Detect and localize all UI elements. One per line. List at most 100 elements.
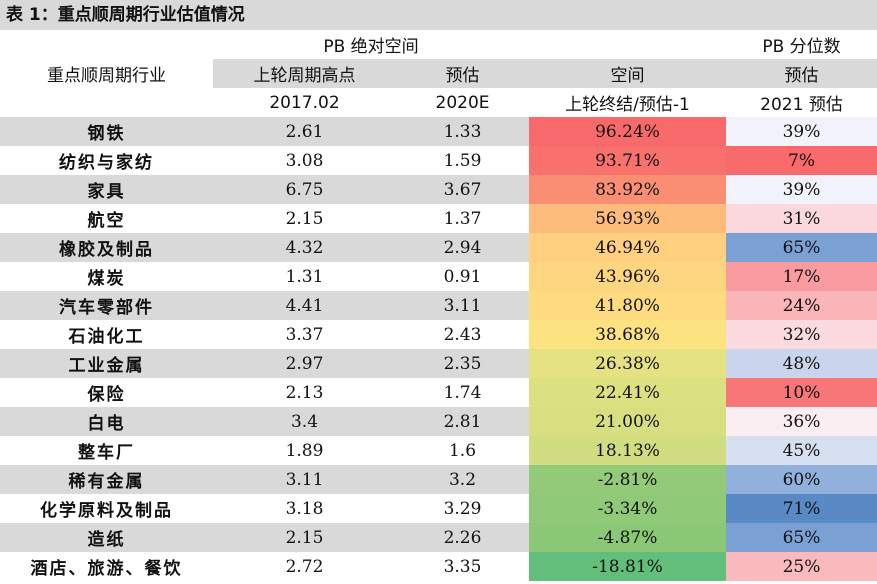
estimate-value: 3.2 xyxy=(396,465,530,494)
industry-name: 煤炭 xyxy=(0,262,213,291)
estimate-value: 1.33 xyxy=(396,117,530,146)
date-estimate: 2020E xyxy=(435,92,490,113)
cycle-high-value: 3.4 xyxy=(213,407,396,436)
space-value: -4.87% xyxy=(529,523,727,552)
cycle-high-value: 2.15 xyxy=(213,204,396,233)
estimate-value: 2.94 xyxy=(396,233,530,262)
industry-name: 酒店、旅游、餐饮 xyxy=(0,552,213,581)
industry-name: 汽车零部件 xyxy=(0,291,213,320)
table-row: 石油化工 3.37 2.43 38.68% 32% xyxy=(0,320,877,349)
space-value: 22.41% xyxy=(529,378,727,407)
estimate-value: 1.37 xyxy=(396,204,530,233)
estimate-value: 3.29 xyxy=(396,494,530,523)
industry-name: 钢铁 xyxy=(0,117,213,146)
industry-name: 石油化工 xyxy=(0,320,213,349)
industry-name: 化学原料及制品 xyxy=(0,494,213,523)
space-value: 38.68% xyxy=(529,320,727,349)
table-row: 稀有金属 3.11 3.2 -2.81% 60% xyxy=(0,465,877,494)
percentile-value: 7% xyxy=(726,146,877,175)
table-row: 整车厂 1.89 1.6 18.13% 45% xyxy=(0,436,877,465)
space-value: 83.92% xyxy=(529,175,727,204)
percentile-value: 31% xyxy=(726,204,877,233)
cycle-high-value: 2.72 xyxy=(213,552,396,581)
estimate-value: 3.11 xyxy=(396,291,530,320)
space-value: 18.13% xyxy=(529,436,727,465)
table-title: 表 1：重点顺周期行业估值情况 xyxy=(0,0,877,30)
header-row-2: 重点顺周期行业 上轮周期高点 预估 空间 预估 xyxy=(0,59,877,88)
percentile-value: 39% xyxy=(726,175,877,204)
cycle-high-value: 3.18 xyxy=(213,494,396,523)
percentile-description: 2021 预估 xyxy=(760,95,843,115)
space-value: 21.00% xyxy=(529,407,727,436)
industry-name: 白电 xyxy=(0,407,213,436)
table-row: 工业金属 2.97 2.35 26.38% 48% xyxy=(0,349,877,378)
pb-percentile-header: PB 分位数 xyxy=(762,37,841,57)
estimate-value: 2.35 xyxy=(396,349,530,378)
estimate-value: 3.35 xyxy=(396,552,530,581)
date-high: 2017.02 xyxy=(269,92,340,113)
space-value: 93.71% xyxy=(529,146,727,175)
table-row: 橡胶及制品 4.32 2.94 46.94% 65% xyxy=(0,233,877,262)
percentile-value: 65% xyxy=(726,233,877,262)
cycle-high-value: 1.89 xyxy=(213,436,396,465)
table-row: 保险 2.13 1.74 22.41% 10% xyxy=(0,378,877,407)
table-row: 航空 2.15 1.37 56.93% 31% xyxy=(0,204,877,233)
valuation-table: PB 绝对空间 PB 分位数 重点顺周期行业 上轮周期高点 预估 空间 预估 2… xyxy=(0,30,877,581)
percentile-value: 17% xyxy=(726,262,877,291)
cycle-high-header: 上轮周期高点 xyxy=(213,59,396,88)
industry-header: 重点顺周期行业 xyxy=(47,66,166,86)
percentile-estimate-header: 预估 xyxy=(726,59,877,88)
estimate-value: 2.43 xyxy=(396,320,530,349)
percentile-value: 24% xyxy=(726,291,877,320)
table-row: 钢铁 2.61 1.33 96.24% 39% xyxy=(0,117,877,146)
space-value: 96.24% xyxy=(529,117,727,146)
cycle-high-value: 2.61 xyxy=(213,117,396,146)
space-value: 43.96% xyxy=(529,262,727,291)
estimate-value: 2.81 xyxy=(396,407,530,436)
percentile-value: 65% xyxy=(726,523,877,552)
table-row: 造纸 2.15 2.26 -4.87% 65% xyxy=(0,523,877,552)
space-value: -18.81% xyxy=(529,552,727,581)
space-value: 26.38% xyxy=(529,349,727,378)
space-description: 上轮终结/预估-1 xyxy=(565,95,690,115)
percentile-value: 10% xyxy=(726,378,877,407)
cycle-high-value: 3.08 xyxy=(213,146,396,175)
space-value: -2.81% xyxy=(529,465,727,494)
industry-name: 航空 xyxy=(0,204,213,233)
cycle-high-value: 3.11 xyxy=(213,465,396,494)
table-row: 白电 3.4 2.81 21.00% 36% xyxy=(0,407,877,436)
industry-name: 保险 xyxy=(0,378,213,407)
industry-name: 家具 xyxy=(0,175,213,204)
table-row: 煤炭 1.31 0.91 43.96% 17% xyxy=(0,262,877,291)
industry-name: 稀有金属 xyxy=(0,465,213,494)
cycle-high-value: 3.37 xyxy=(213,320,396,349)
cycle-high-value: 2.15 xyxy=(213,523,396,552)
industry-name: 造纸 xyxy=(0,523,213,552)
header-row-3: 2017.02 2020E 上轮终结/预估-1 2021 预估 xyxy=(0,88,877,117)
header-row-1: PB 绝对空间 PB 分位数 xyxy=(0,30,877,59)
space-value: 56.93% xyxy=(529,204,727,233)
percentile-value: 25% xyxy=(726,552,877,581)
percentile-value: 48% xyxy=(726,349,877,378)
estimate-value: 1.59 xyxy=(396,146,530,175)
percentile-value: 39% xyxy=(726,117,877,146)
pb-space-header: PB 绝对空间 xyxy=(323,37,419,57)
cycle-high-value: 2.13 xyxy=(213,378,396,407)
estimate-value: 2.26 xyxy=(396,523,530,552)
estimate-value: 3.67 xyxy=(396,175,530,204)
percentile-value: 71% xyxy=(726,494,877,523)
cycle-high-value: 4.32 xyxy=(213,233,396,262)
space-value: 46.94% xyxy=(529,233,727,262)
percentile-value: 36% xyxy=(726,407,877,436)
space-value: -3.34% xyxy=(529,494,727,523)
industry-name: 整车厂 xyxy=(0,436,213,465)
table-row: 化学原料及制品 3.18 3.29 -3.34% 71% xyxy=(0,494,877,523)
percentile-value: 45% xyxy=(726,436,877,465)
estimate-value: 0.91 xyxy=(396,262,530,291)
percentile-value: 32% xyxy=(726,320,877,349)
table-row: 汽车零部件 4.41 3.11 41.80% 24% xyxy=(0,291,877,320)
cycle-high-value: 4.41 xyxy=(213,291,396,320)
space-header: 空间 xyxy=(529,59,727,88)
table-row: 家具 6.75 3.67 83.92% 39% xyxy=(0,175,877,204)
industry-name: 工业金属 xyxy=(0,349,213,378)
